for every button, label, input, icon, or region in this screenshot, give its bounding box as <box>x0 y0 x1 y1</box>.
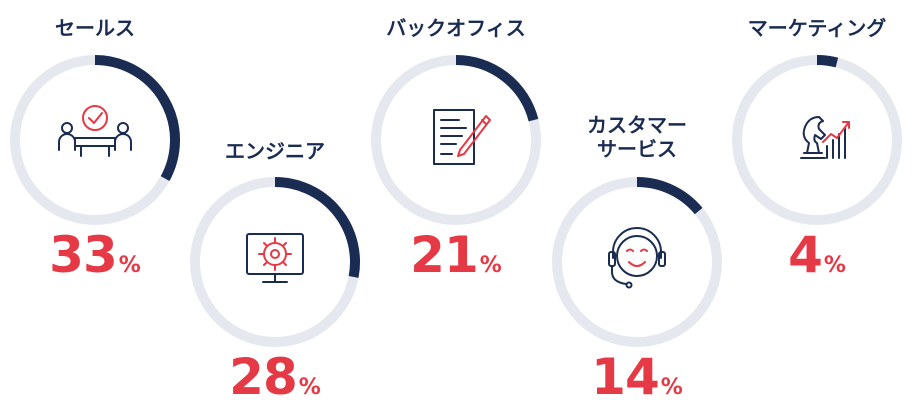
category-label: カスタマー サービス <box>587 113 687 161</box>
donut-ring <box>5 50 185 230</box>
ring-arc <box>455 55 539 122</box>
donut-ring <box>727 50 907 230</box>
headset-icon <box>608 227 666 289</box>
percent-value: 28% <box>229 348 321 406</box>
ring-arc <box>94 55 180 181</box>
meeting-icon <box>58 105 132 157</box>
ring-track <box>732 55 902 225</box>
ring-arc <box>816 54 839 68</box>
ring-arc <box>636 177 703 215</box>
chess-knight-chart-icon <box>800 116 850 159</box>
category-label: エンジニア <box>225 139 325 163</box>
category-label: マーケティング <box>747 16 887 40</box>
percent-value: 14% <box>591 348 683 406</box>
category-label: バックオフィス <box>386 16 526 40</box>
gear-monitor-icon <box>246 233 304 283</box>
percent-value: 33% <box>49 226 141 284</box>
percent-value: 21% <box>410 226 502 284</box>
donut-ring <box>185 172 365 352</box>
percent-value: 4% <box>788 226 846 284</box>
donut-ring <box>547 172 727 352</box>
document-pen-icon <box>433 109 491 165</box>
ring-arc <box>274 177 360 278</box>
category-label: セールス <box>55 16 135 40</box>
donut-ring <box>366 50 546 230</box>
